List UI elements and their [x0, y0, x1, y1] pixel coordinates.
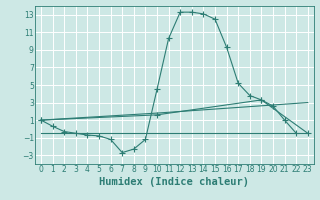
X-axis label: Humidex (Indice chaleur): Humidex (Indice chaleur) [100, 177, 249, 187]
